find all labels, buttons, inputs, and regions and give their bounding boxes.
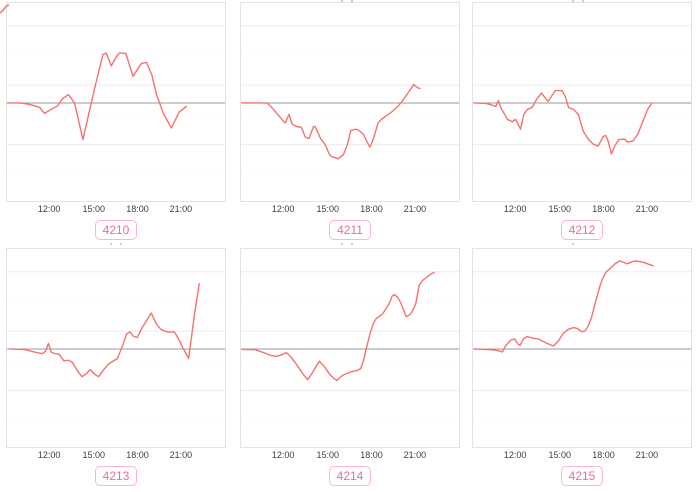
x-tick-label: 12:00	[37, 450, 61, 460]
price-line	[7, 52, 188, 141]
chart-cell-4213: 12:00 15:00 18:00 21:00 4213	[6, 248, 226, 488]
chart-id-badge[interactable]: 4215	[560, 466, 604, 486]
x-tick-label: 15:00	[548, 204, 572, 214]
badge-row: 4213	[6, 466, 226, 488]
clipped-text-artifact	[120, 243, 122, 245]
x-tick-label: 15:00	[82, 204, 106, 214]
clipped-text-artifact	[351, 243, 353, 245]
x-tick-label: 21:00	[635, 204, 659, 214]
x-tick-label: 12:00	[37, 204, 61, 214]
x-tick-label: 21:00	[169, 204, 193, 214]
chart-plot-4212	[472, 2, 692, 202]
chart-id-badge[interactable]: 4211	[329, 220, 371, 240]
chart-cell-4214: 12:00 15:00 18:00 21:00 4214	[240, 248, 460, 488]
chart-cell-4215: 12:00 15:00 18:00 21:00 4215	[472, 248, 692, 488]
x-tick-label: 15:00	[548, 450, 572, 460]
x-tick-label: 15:00	[316, 450, 340, 460]
badge-row: 4215	[472, 466, 692, 488]
clipped-text-artifact	[572, 0, 574, 2]
line-chart	[473, 25, 691, 175]
badge-row: 4210	[6, 220, 226, 242]
line-chart	[473, 260, 691, 421]
badge-row: 4214	[240, 466, 460, 488]
x-tick-label: 21:00	[635, 450, 659, 460]
chart-cell-4212: 12:00 15:00 18:00 21:00 4212	[472, 2, 692, 242]
x-axis: 12:00 15:00 18:00 21:00	[472, 202, 692, 215]
clipped-text-artifact	[341, 243, 343, 245]
line-chart	[241, 271, 459, 421]
x-tick-label: 18:00	[360, 204, 383, 214]
line-chart	[7, 271, 225, 421]
x-tick-label: 18:00	[592, 450, 615, 460]
x-tick-label: 21:00	[403, 204, 427, 214]
price-line	[241, 83, 421, 160]
chart-plot-4215	[472, 248, 692, 448]
x-tick-label: 21:00	[403, 450, 427, 460]
chart-plot-4210	[6, 2, 226, 202]
x-tick-label: 15:00	[82, 450, 106, 460]
x-axis: 12:00 15:00 18:00 21:00	[6, 448, 226, 461]
x-axis: 12:00 15:00 18:00 21:00	[6, 202, 226, 215]
x-tick-label: 12:00	[271, 204, 295, 214]
x-tick-label: 15:00	[316, 204, 340, 214]
chart-cell-4211: 12:00 15:00 18:00 21:00 4211	[240, 2, 460, 242]
clipped-text-artifact	[110, 243, 112, 245]
x-axis: 12:00 15:00 18:00 21:00	[240, 202, 460, 215]
badge-row: 4212	[472, 220, 692, 242]
chart-plot-4214	[240, 248, 460, 448]
clipped-text-artifact	[341, 0, 343, 2]
x-tick-label: 12:00	[271, 450, 295, 460]
chart-id-badge[interactable]: 4212	[560, 220, 604, 240]
x-tick-label: 18:00	[592, 204, 615, 214]
price-line	[473, 260, 654, 353]
x-tick-label: 12:00	[503, 204, 527, 214]
clipped-text-artifact	[351, 0, 353, 2]
chart-plot-4211	[240, 2, 460, 202]
x-axis: 12:00 15:00 18:00 21:00	[472, 448, 692, 461]
clipped-line-artifact	[0, 4, 10, 14]
line-chart	[241, 25, 459, 175]
x-tick-label: 18:00	[126, 450, 149, 460]
x-axis: 12:00 15:00 18:00 21:00	[240, 448, 460, 461]
price-line	[241, 271, 435, 382]
chart-plot-4213	[6, 248, 226, 448]
x-tick-label: 21:00	[169, 450, 193, 460]
chart-cell-4210: 12:00 15:00 18:00 21:00 4210	[6, 2, 226, 242]
chart-id-badge[interactable]: 4214	[328, 466, 372, 486]
clipped-text-artifact	[582, 0, 584, 2]
price-line	[473, 89, 653, 155]
price-line	[8, 282, 200, 378]
x-tick-label: 18:00	[360, 450, 383, 460]
badge-row: 4211	[240, 220, 460, 242]
chart-id-badge[interactable]: 4210	[94, 220, 138, 240]
chart-id-badge[interactable]: 4213	[94, 466, 138, 486]
line-chart	[7, 25, 225, 175]
clipped-text-artifact	[572, 243, 574, 245]
x-tick-label: 12:00	[503, 450, 527, 460]
x-tick-label: 18:00	[126, 204, 149, 214]
